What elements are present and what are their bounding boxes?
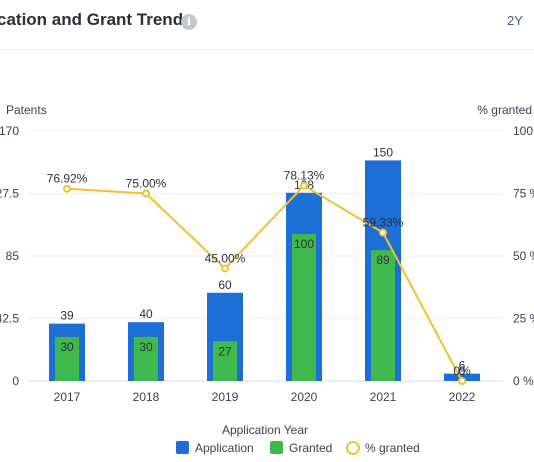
y-tick-label: 42.5: [0, 312, 19, 326]
x-tick-label: 2021: [370, 390, 397, 404]
percent-granted-point: [300, 181, 308, 190]
legend-granted-swatch: [270, 441, 283, 454]
x-tick-label: 2017: [54, 390, 81, 404]
granted-value-label: 100: [294, 237, 314, 251]
period-selector-button[interactable]: 2Y: [507, 13, 523, 28]
legend-percent-granted-label: % granted: [365, 441, 420, 455]
granted-value-label: 27: [218, 344, 232, 358]
percent-granted-point: [221, 264, 229, 273]
percent-granted-label: 78.13%: [284, 169, 325, 183]
percent-granted-line: [66, 184, 463, 382]
application-value-label: 6: [459, 359, 466, 373]
percent-granted-label: 75.00%: [126, 177, 167, 191]
y2-tick-label: 75 %: [513, 187, 534, 201]
percent-granted-point: [458, 377, 466, 385]
granted-value-label: 0: [459, 364, 466, 378]
application-value-label: 60: [218, 278, 232, 292]
application-value-label: 39: [60, 309, 74, 323]
application-value-label: 40: [139, 307, 153, 321]
y-tick-label: 170: [0, 124, 19, 138]
card-header: cation and Grant Trend i 2Y: [0, 0, 534, 50]
y-tick-label: 0: [12, 374, 19, 388]
application-value-label: 150: [373, 145, 393, 159]
legend-application-label: Application: [195, 441, 254, 455]
granted-bar: [371, 250, 395, 381]
granted-value-label: 89: [376, 253, 390, 267]
info-icon[interactable]: i: [181, 14, 197, 30]
y2-tick-label: 0 %: [513, 374, 534, 388]
x-tick-label: 2019: [212, 390, 239, 404]
y-tick-label: 85: [6, 249, 20, 263]
granted-bar: [134, 336, 158, 381]
x-tick-label: 2022: [449, 390, 476, 404]
chart-title: cation and Grant Trend: [0, 10, 184, 29]
legend-granted-label: Granted: [289, 441, 332, 455]
percent-granted-label: 0%: [453, 364, 471, 378]
y-axis-title: Patents: [6, 103, 47, 117]
y-tick-label: 127.5: [0, 187, 19, 201]
granted-value-label: 30: [139, 340, 153, 354]
granted-value-label: 30: [60, 340, 74, 354]
percent-granted-label: 45.00%: [205, 252, 246, 266]
granted-bar: [55, 336, 79, 381]
granted-bar: [213, 341, 237, 381]
x-tick-label: 2018: [133, 390, 160, 404]
percent-granted-point: [142, 189, 150, 198]
y2-axis-title: % granted: [477, 103, 532, 117]
percent-granted-point: [63, 184, 71, 193]
percent-granted-label: 76.92%: [47, 172, 88, 186]
y2-tick-label: 100 %: [513, 124, 534, 138]
percent-granted-point: [379, 228, 387, 237]
percent-granted-label: 59.33%: [363, 216, 404, 230]
x-axis-title: Application Year: [222, 423, 308, 437]
y2-tick-label: 25 %: [513, 312, 534, 326]
legend-application-swatch: [176, 441, 189, 454]
x-tick-label: 2020: [291, 390, 318, 404]
granted-bar: [292, 233, 316, 381]
y2-tick-label: 50 %: [513, 249, 534, 263]
legend-percent-granted-swatch: [346, 441, 360, 455]
